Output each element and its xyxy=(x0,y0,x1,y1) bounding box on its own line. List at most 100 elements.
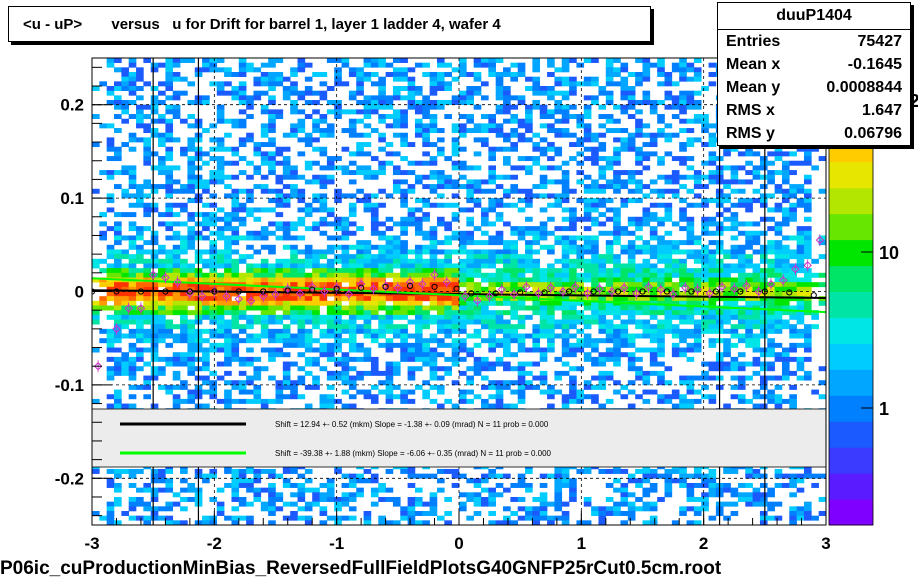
heatmap-cell xyxy=(268,109,276,115)
heatmap-cell xyxy=(664,328,673,334)
heatmap-cell xyxy=(180,314,188,320)
heatmap-cell xyxy=(671,324,680,330)
heatmap-cell xyxy=(488,314,496,320)
heatmap-cell xyxy=(121,286,129,292)
heatmap-cell xyxy=(708,230,717,236)
heatmap-cell xyxy=(451,305,460,311)
heatmap-cell xyxy=(436,342,445,348)
heatmap-cell xyxy=(180,90,188,96)
heatmap-cell xyxy=(745,151,753,157)
heatmap-cell xyxy=(216,104,225,110)
heatmap-cell xyxy=(525,240,533,246)
heatmap-cell xyxy=(488,128,496,134)
heatmap-cell xyxy=(510,118,519,124)
heatmap-cell xyxy=(517,272,526,278)
heatmap-cell xyxy=(414,207,423,213)
heatmap-cell xyxy=(275,496,284,502)
heatmap-cell xyxy=(385,263,394,269)
heatmap-cell xyxy=(451,151,460,157)
heatmap-cell xyxy=(128,347,137,353)
heatmap-cell xyxy=(260,230,269,236)
heatmap-cell xyxy=(436,104,445,110)
heatmap-cell xyxy=(246,319,254,325)
heatmap-cell xyxy=(334,324,342,330)
heatmap-cell xyxy=(591,184,599,190)
heatmap-cell xyxy=(268,100,276,105)
heatmap-cell xyxy=(216,314,225,320)
heatmap-cell xyxy=(561,286,570,292)
heatmap-cell xyxy=(378,114,386,120)
heatmap-cell xyxy=(253,300,262,306)
heatmap-cell xyxy=(216,328,225,334)
heatmap-cell xyxy=(238,380,247,386)
heatmap-cell xyxy=(341,319,350,325)
heatmap-cell xyxy=(737,282,746,288)
heatmap-cell xyxy=(671,268,680,274)
heatmap-cell xyxy=(334,515,342,521)
heatmap-cell xyxy=(701,277,709,283)
heatmap-cell xyxy=(635,188,643,194)
heatmap-cell xyxy=(503,90,511,96)
heatmap-cell xyxy=(679,212,687,218)
heatmap-cell xyxy=(165,305,174,311)
heatmap-cell xyxy=(547,230,555,236)
heatmap-cell xyxy=(231,86,240,91)
heatmap-cell xyxy=(231,258,240,264)
heatmap-cell xyxy=(745,272,753,278)
heatmap-cell xyxy=(297,268,306,274)
heatmap-cell xyxy=(561,272,570,278)
heatmap-cell xyxy=(539,137,548,143)
heatmap-cell xyxy=(422,230,430,236)
heatmap-cell xyxy=(246,100,254,105)
heatmap-cell xyxy=(693,375,702,381)
heatmap-cell xyxy=(224,482,232,488)
heatmap-cell xyxy=(165,342,174,348)
heatmap-cell xyxy=(268,314,276,320)
heatmap-cell xyxy=(143,515,152,521)
heatmap-cell xyxy=(605,319,614,325)
heatmap-cell xyxy=(150,319,159,325)
heatmap-cell xyxy=(363,324,372,330)
heatmap-cell xyxy=(627,104,636,110)
heatmap-cell xyxy=(407,515,416,521)
heatmap-cell xyxy=(708,137,717,143)
heatmap-cell xyxy=(268,510,276,516)
heatmap-cell xyxy=(503,506,511,512)
heatmap-cell xyxy=(657,272,665,278)
heatmap-cell xyxy=(635,184,643,190)
heatmap-cell xyxy=(525,76,533,82)
heatmap-cell xyxy=(385,384,394,390)
heatmap-cell xyxy=(642,156,651,162)
heatmap-cell xyxy=(246,263,254,269)
heatmap-cell xyxy=(348,314,357,320)
heatmap-cell xyxy=(591,361,599,367)
heatmap-cell xyxy=(378,300,386,306)
heatmap-cell xyxy=(613,268,621,274)
heatmap-cell xyxy=(664,202,673,208)
heatmap-cell xyxy=(187,328,196,334)
heatmap-cell xyxy=(444,310,452,316)
heatmap-cell xyxy=(290,510,298,516)
heatmap-cell xyxy=(128,268,137,274)
heatmap-cell xyxy=(400,300,408,306)
heatmap-cell xyxy=(429,305,438,311)
heatmap-cell xyxy=(436,384,445,390)
heatmap-cell xyxy=(370,170,379,176)
heatmap-cell xyxy=(202,277,210,283)
heatmap-cell xyxy=(187,389,196,395)
heatmap-cell xyxy=(737,496,746,502)
heatmap-cell xyxy=(92,277,100,283)
heatmap-cell xyxy=(319,193,328,199)
heatmap-cell xyxy=(128,272,137,278)
heatmap-cell xyxy=(495,398,504,404)
heatmap-cell xyxy=(605,282,614,288)
heatmap-cell xyxy=(253,478,262,484)
heatmap-cell xyxy=(378,160,386,166)
heatmap-cell xyxy=(172,263,181,269)
heatmap-cell xyxy=(282,76,291,82)
heatmap-cell xyxy=(730,170,739,176)
heatmap-cell xyxy=(136,296,144,302)
heatmap-cell xyxy=(686,67,695,73)
heatmap-cell xyxy=(466,515,474,521)
heatmap-cell xyxy=(385,468,394,474)
